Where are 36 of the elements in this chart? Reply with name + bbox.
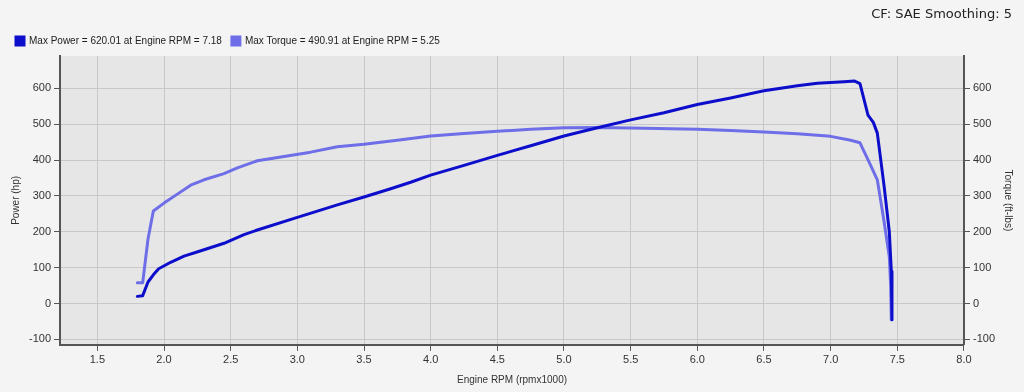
y-tick-label: 200 xyxy=(32,224,52,237)
y-tick-label: 600 xyxy=(32,81,52,94)
x-tick-label: 6.0 xyxy=(689,353,705,366)
x-axis-title: Engine RPM (rpmx1000) xyxy=(456,373,568,385)
x-tick-label: 3.5 xyxy=(356,353,372,366)
x-tick-label: 3.0 xyxy=(289,353,305,366)
x-tick-label: 5.0 xyxy=(556,353,572,366)
y-axis-title: Power (hp) xyxy=(9,175,21,225)
text: CF: SAE Smoothing: 5 xyxy=(871,6,1012,21)
x-tick-label: 2.0 xyxy=(156,353,172,366)
y-tick-label: 0 xyxy=(44,296,52,309)
y2-tick-label: -100 xyxy=(972,332,996,345)
y-tick-label: 400 xyxy=(32,153,52,166)
x-tick-label: 7.0 xyxy=(823,353,839,366)
y-tick-label: 500 xyxy=(32,117,52,130)
x-tick-label: 1.5 xyxy=(89,353,105,366)
y2-tick-label: 200 xyxy=(972,224,992,237)
y2-tick-label: 600 xyxy=(972,81,992,94)
y2-tick-label: 400 xyxy=(972,153,992,166)
y2-tick-label: 0 xyxy=(972,296,980,309)
x-tick-label: 4.5 xyxy=(489,353,505,366)
legend-label: Max Torque = 490.91 at Engine RPM = 5.25 xyxy=(244,34,441,46)
y2-tick-label: 500 xyxy=(972,117,992,130)
y2-axis-title: Torque (ft-lbs) xyxy=(1003,169,1015,232)
x-tick-label: 2.5 xyxy=(223,353,239,366)
legend-label: Max Power = 620.01 at Engine RPM = 7.18 xyxy=(29,34,223,46)
y2-tick-label: 100 xyxy=(972,260,992,273)
x-tick-label: 4.0 xyxy=(423,353,439,366)
y-tick-label: 100 xyxy=(32,260,52,273)
y2-tick-label: 300 xyxy=(972,188,992,201)
x-tick-label: 5.5 xyxy=(623,353,639,366)
x-tick-label: 7.5 xyxy=(889,353,905,366)
x-tick-label: 8.0 xyxy=(956,353,972,366)
y-tick-label: 300 xyxy=(32,188,52,201)
x-tick-label: 6.5 xyxy=(756,353,772,366)
y-tick-label: -100 xyxy=(28,332,52,345)
